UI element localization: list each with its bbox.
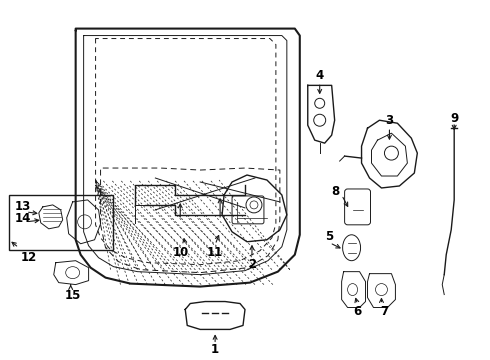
Text: 9: 9 [450,112,458,125]
Bar [9,195,113,250]
Text: 11: 11 [207,246,223,259]
Text: 3: 3 [385,114,393,127]
Text: 15: 15 [65,289,81,302]
Text: 4: 4 [316,69,324,82]
Text: 2: 2 [248,258,256,271]
Text: 7: 7 [380,305,389,318]
Text: 8: 8 [332,185,340,198]
Text: 1: 1 [211,343,219,356]
Text: 13: 13 [15,201,31,213]
Text: 12: 12 [21,251,37,264]
Text: 5: 5 [325,230,334,243]
Text: 10: 10 [173,246,189,259]
Text: 14: 14 [15,212,31,225]
Text: 6: 6 [353,305,362,318]
